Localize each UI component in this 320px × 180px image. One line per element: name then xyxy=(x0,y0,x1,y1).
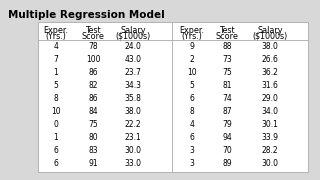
Text: 28.2: 28.2 xyxy=(262,146,278,155)
Text: 5: 5 xyxy=(189,81,195,90)
Text: 86: 86 xyxy=(88,94,98,103)
Text: 78: 78 xyxy=(88,42,98,51)
Text: (Yrs.): (Yrs.) xyxy=(181,32,203,41)
Text: Multiple Regression Model: Multiple Regression Model xyxy=(8,10,165,20)
Text: 23.1: 23.1 xyxy=(124,133,141,142)
Text: 84: 84 xyxy=(88,107,98,116)
Text: 38.0: 38.0 xyxy=(261,42,278,51)
Text: 6: 6 xyxy=(189,94,195,103)
Text: 24.0: 24.0 xyxy=(124,42,141,51)
Text: Exper.: Exper. xyxy=(44,26,68,35)
Text: 0: 0 xyxy=(53,120,59,129)
Text: 9: 9 xyxy=(189,42,195,51)
Text: ($1000s): ($1000s) xyxy=(252,32,288,41)
Text: 35.8: 35.8 xyxy=(124,94,141,103)
Text: 86: 86 xyxy=(88,68,98,77)
Text: 81: 81 xyxy=(222,81,232,90)
Text: 73: 73 xyxy=(222,55,232,64)
Text: Test: Test xyxy=(219,26,235,35)
Text: 30.0: 30.0 xyxy=(124,146,141,155)
Text: 88: 88 xyxy=(222,42,232,51)
Text: 34.3: 34.3 xyxy=(124,81,141,90)
Text: Salary: Salary xyxy=(257,26,283,35)
Text: 43.0: 43.0 xyxy=(124,55,141,64)
Text: 1: 1 xyxy=(54,133,58,142)
Text: 10: 10 xyxy=(51,107,61,116)
Text: 33.0: 33.0 xyxy=(124,159,141,168)
Text: Salary: Salary xyxy=(120,26,146,35)
Text: 100: 100 xyxy=(86,55,100,64)
Text: 89: 89 xyxy=(222,159,232,168)
Text: 23.7: 23.7 xyxy=(124,68,141,77)
Text: 83: 83 xyxy=(88,146,98,155)
Text: 79: 79 xyxy=(222,120,232,129)
Text: Score: Score xyxy=(82,32,104,41)
Text: 5: 5 xyxy=(53,81,59,90)
Text: 2: 2 xyxy=(190,55,194,64)
Text: 70: 70 xyxy=(222,146,232,155)
Text: 94: 94 xyxy=(222,133,232,142)
Text: 6: 6 xyxy=(53,159,59,168)
Text: 7: 7 xyxy=(53,55,59,64)
Text: 38.0: 38.0 xyxy=(124,107,141,116)
Text: 87: 87 xyxy=(222,107,232,116)
Text: 74: 74 xyxy=(222,94,232,103)
Text: 82: 82 xyxy=(88,81,98,90)
Text: 6: 6 xyxy=(189,133,195,142)
Text: (Yrs.): (Yrs.) xyxy=(45,32,67,41)
Text: 3: 3 xyxy=(189,146,195,155)
Text: 33.9: 33.9 xyxy=(261,133,278,142)
Text: Test: Test xyxy=(85,26,101,35)
Text: 4: 4 xyxy=(53,42,59,51)
FancyBboxPatch shape xyxy=(38,22,308,172)
Text: 30.1: 30.1 xyxy=(261,120,278,129)
Text: 3: 3 xyxy=(189,159,195,168)
Text: 31.6: 31.6 xyxy=(261,81,278,90)
Text: 22.2: 22.2 xyxy=(125,120,141,129)
Text: 8: 8 xyxy=(54,94,58,103)
Text: 6: 6 xyxy=(53,146,59,155)
Text: 91: 91 xyxy=(88,159,98,168)
Text: ($1000s): ($1000s) xyxy=(116,32,151,41)
Text: Exper.: Exper. xyxy=(180,26,204,35)
Text: Score: Score xyxy=(216,32,238,41)
Text: 10: 10 xyxy=(187,68,197,77)
Text: 4: 4 xyxy=(189,120,195,129)
Text: 75: 75 xyxy=(88,120,98,129)
Text: 1: 1 xyxy=(54,68,58,77)
Text: 30.0: 30.0 xyxy=(261,159,278,168)
Text: 75: 75 xyxy=(222,68,232,77)
Text: 26.6: 26.6 xyxy=(261,55,278,64)
Text: 80: 80 xyxy=(88,133,98,142)
Text: 8: 8 xyxy=(190,107,194,116)
Text: 29.0: 29.0 xyxy=(261,94,278,103)
Text: 36.2: 36.2 xyxy=(261,68,278,77)
Text: 34.0: 34.0 xyxy=(261,107,278,116)
